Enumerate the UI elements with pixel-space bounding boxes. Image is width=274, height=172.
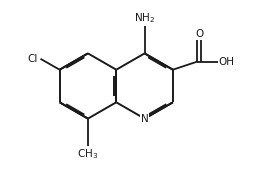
Text: NH$_2$: NH$_2$ — [134, 11, 155, 24]
Text: CH$_3$: CH$_3$ — [77, 148, 99, 161]
Text: Cl: Cl — [27, 54, 38, 64]
Text: N: N — [141, 114, 149, 124]
Text: OH: OH — [219, 57, 235, 67]
Text: O: O — [195, 29, 203, 39]
